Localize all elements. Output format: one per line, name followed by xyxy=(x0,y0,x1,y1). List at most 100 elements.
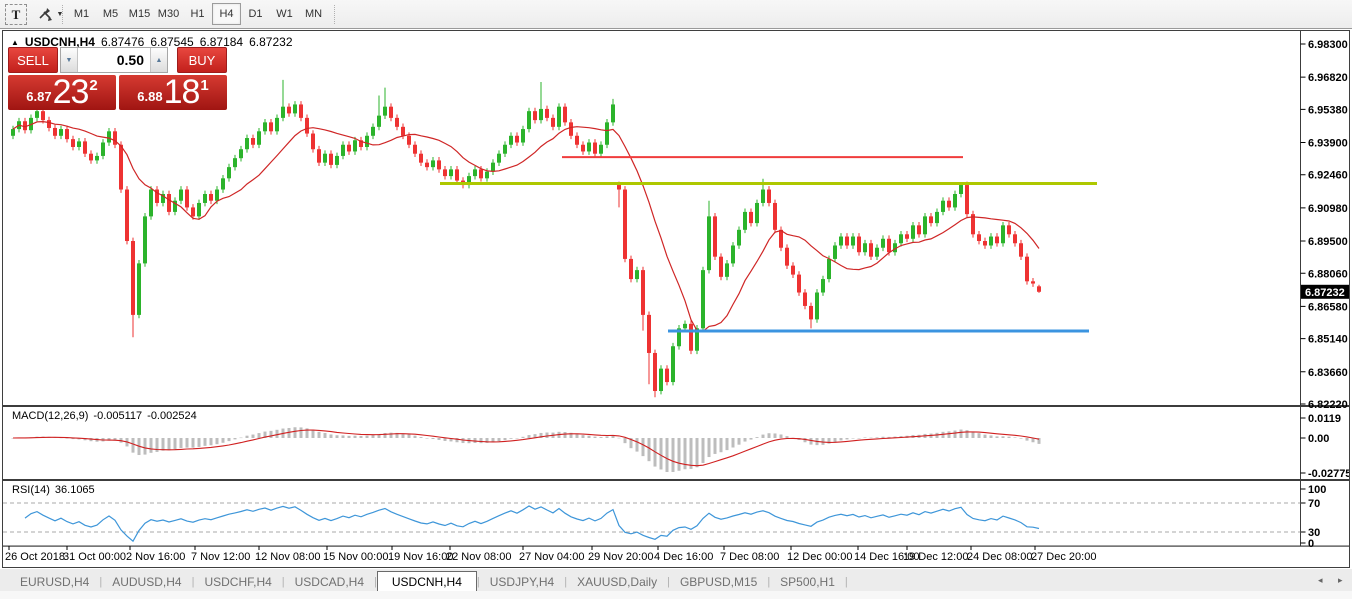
chart-tab-xauusd-daily[interactable]: XAUUSD,Daily xyxy=(577,574,658,589)
volume-stepper: ▼ ▲ xyxy=(60,47,168,73)
timeframe-button-mn[interactable]: MN xyxy=(299,3,328,25)
svg-text:6.83660: 6.83660 xyxy=(1308,367,1348,379)
svg-text:12 Nov 08:00: 12 Nov 08:00 xyxy=(255,551,320,563)
macd-signal-value: -0.002524 xyxy=(147,410,197,422)
macd-main-value: -0.005117 xyxy=(93,410,143,422)
macd-signal-line xyxy=(12,429,1040,467)
triangle-up-icon: ▲ xyxy=(11,37,19,47)
price-axis[interactable]: 6.98300 6.96820 6.95380 6.93900 6.92460 6.909… xyxy=(1300,39,1350,411)
svg-text:6.93900: 6.93900 xyxy=(1308,138,1348,150)
svg-text:30: 30 xyxy=(1308,527,1320,539)
svg-text:27 Dec 20:00: 27 Dec 20:00 xyxy=(1031,551,1096,563)
tab-separator: | xyxy=(374,575,377,588)
svg-text:100: 100 xyxy=(1308,484,1326,496)
price-chart-canvas[interactable]: 6.98300 6.96820 6.95380 6.93900 6.92460 6.909… xyxy=(3,31,1349,567)
tab-separator: | xyxy=(667,575,670,588)
chart-tab-usdcnh-h4[interactable]: USDCNH,H4 xyxy=(376,570,477,593)
volume-increase-button[interactable]: ▲ xyxy=(150,48,167,72)
buy-price-box[interactable]: 6.88 18 1 xyxy=(119,75,227,110)
toolbar-separator xyxy=(62,5,63,24)
panel-separator[interactable] xyxy=(3,479,1349,481)
svg-text:26 Oct 2018: 26 Oct 2018 xyxy=(5,551,65,563)
tabs-scroll-right-icon[interactable]: ▸ xyxy=(1338,575,1343,585)
chart-window: 6.98300 6.96820 6.95380 6.93900 6.92460 6.909… xyxy=(2,30,1350,568)
svg-text:19 Dec 12:00: 19 Dec 12:00 xyxy=(903,551,968,563)
buy-button[interactable]: BUY xyxy=(177,47,227,73)
moving-average-line xyxy=(12,120,1040,332)
sell-price-big-figure: 6.87 xyxy=(26,89,52,104)
rsi-line xyxy=(24,505,1040,543)
rsi-axis[interactable]: 100 70 300 xyxy=(1300,484,1327,550)
symbol-name: USDCNH,H4 xyxy=(24,35,95,49)
chart-tab-usdchf-h4[interactable]: USDCHF,H4 xyxy=(204,574,272,589)
tabs-scroll-left-icon[interactable]: ◂ xyxy=(1318,575,1323,585)
svg-text:7 Nov 12:00: 7 Nov 12:00 xyxy=(191,551,250,563)
tab-separator: | xyxy=(564,575,568,588)
volume-input[interactable] xyxy=(78,48,150,72)
tab-separator: | xyxy=(767,575,771,588)
timeframe-button-m1[interactable]: M1 xyxy=(67,3,96,25)
chart-tabs: EURUSD,H4 | AUDUSD,H4 | USDCHF,H4 | USDCAD,H4 |… xyxy=(10,570,848,593)
timeframe-button-m5[interactable]: M5 xyxy=(96,3,125,25)
svg-text:6.85140: 6.85140 xyxy=(1308,334,1348,346)
svg-text:4 Dec 16:00: 4 Dec 16:00 xyxy=(654,551,713,563)
svg-text:6.82220: 6.82220 xyxy=(1308,399,1348,411)
svg-text:0: 0 xyxy=(1308,538,1314,550)
svg-text:29 Nov 20:00: 29 Nov 20:00 xyxy=(588,551,653,563)
chevron-down-icon: ▼ xyxy=(56,11,64,18)
chart-tab-audusd-h4[interactable]: AUDUSD,H4 xyxy=(112,574,182,589)
sell-price-pips: 23 xyxy=(52,73,90,111)
tab-separator: | xyxy=(844,575,848,588)
svg-text:14 Dec 16:00: 14 Dec 16:00 xyxy=(854,551,919,563)
svg-text:2 Nov 16:00: 2 Nov 16:00 xyxy=(126,551,185,563)
svg-text:6.92460: 6.92460 xyxy=(1308,170,1348,182)
svg-text:7 Dec 08:00: 7 Dec 08:00 xyxy=(720,551,779,563)
timeframe-button-w1[interactable]: W1 xyxy=(270,3,299,25)
svg-text:0.0119: 0.0119 xyxy=(1308,413,1341,425)
chart-tab-usdjpy-h4[interactable]: USDJPY,H4 xyxy=(489,574,555,589)
timeframe-button-m15[interactable]: M15 xyxy=(125,3,154,25)
sell-button[interactable]: SELL xyxy=(8,47,58,73)
svg-text:31 Oct 00:00: 31 Oct 00:00 xyxy=(63,551,126,563)
timeframe-button-d1[interactable]: D1 xyxy=(241,3,270,25)
timeframe-button-h1[interactable]: H1 xyxy=(183,3,212,25)
one-click-trading-panel: SELL ▼ ▲ BUY 6.87 23 2 6.88 18 1 xyxy=(8,47,227,110)
svg-text:22 Nov 08:00: 22 Nov 08:00 xyxy=(446,551,511,563)
svg-text:6.86580: 6.86580 xyxy=(1308,301,1348,313)
arrows-tool-button[interactable]: ▼ xyxy=(33,4,67,25)
tab-separator: | xyxy=(476,575,480,588)
current-price-badge xyxy=(1301,284,1349,299)
text-tool-icon[interactable]: T xyxy=(5,4,27,25)
sell-price-point: 2 xyxy=(89,77,98,94)
tab-separator: | xyxy=(281,575,285,588)
sell-price-box[interactable]: 6.87 23 2 xyxy=(8,75,116,110)
timeframe-button-h4[interactable]: H4 xyxy=(212,3,241,25)
panel-separator[interactable] xyxy=(3,405,1349,407)
tab-separator: | xyxy=(99,575,103,588)
volume-decrease-button[interactable]: ▼ xyxy=(61,48,78,72)
svg-text:6.88060: 6.88060 xyxy=(1308,268,1348,280)
svg-text:19 Nov 16:00: 19 Nov 16:00 xyxy=(388,551,453,563)
svg-text:6.87232: 6.87232 xyxy=(1305,287,1345,299)
chart-tab-eurusd-h4[interactable]: EURUSD,H4 xyxy=(20,574,90,589)
tab-separator: | xyxy=(191,575,195,588)
symbol-quote-line: ▲ USDCNH,H4 6.87476 6.87545 6.87184 6.87… xyxy=(11,35,293,49)
timeframe-button-m30[interactable]: M30 xyxy=(154,3,183,25)
svg-text:70: 70 xyxy=(1308,498,1320,510)
macd-axis[interactable]: 0.0119 0.00 -0.027754 xyxy=(1300,413,1350,480)
rsi-indicator-label: RSI(14) 36.1065 xyxy=(12,484,95,496)
svg-text:27 Nov 04:00: 27 Nov 04:00 xyxy=(519,551,584,563)
buy-price-point: 1 xyxy=(200,77,209,94)
arrows-icon xyxy=(38,8,52,21)
svg-text:15 Nov 00:00: 15 Nov 00:00 xyxy=(323,551,388,563)
rsi-name: RSI(14) xyxy=(12,484,50,496)
chart-tab-sp500-h1[interactable]: SP500,H1 xyxy=(780,574,835,589)
toolbar-separator xyxy=(334,5,335,24)
chart-tab-gbpusd-m15[interactable]: GBPUSD,M15 xyxy=(679,574,758,589)
timeframe-toolbar: M1 M5 M15 M30 H1 H4 D1 W1 MN xyxy=(67,3,328,25)
rsi-value: 36.1065 xyxy=(54,484,95,496)
quote-open: 6.87476 xyxy=(100,35,145,49)
macd-indicator-label: MACD(12,26,9) -0.005117 -0.002524 xyxy=(12,410,197,422)
chart-tab-usdcad-h4[interactable]: USDCAD,H4 xyxy=(294,574,364,589)
